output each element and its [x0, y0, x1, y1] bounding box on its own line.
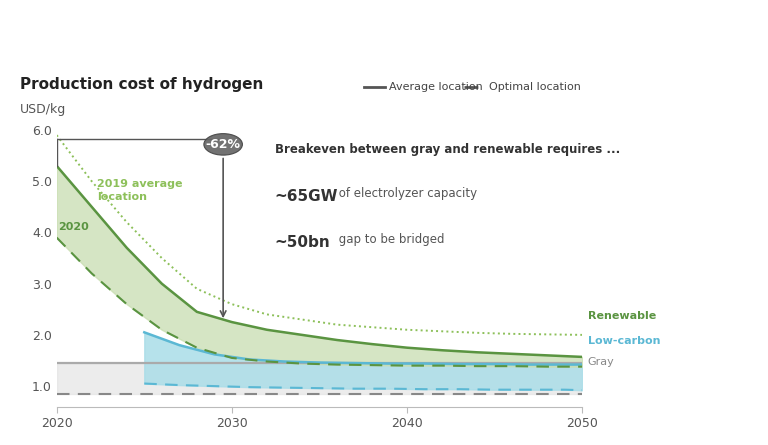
Text: gap to be bridged: gap to be bridged	[336, 233, 445, 246]
Text: USD/kg: USD/kg	[20, 103, 66, 116]
Text: ~65GW: ~65GW	[275, 189, 339, 204]
Text: Breakeven between gray and renewable requires ...: Breakeven between gray and renewable req…	[275, 143, 620, 156]
Text: Optimal location: Optimal location	[488, 82, 581, 92]
Text: Low-carbon: Low-carbon	[588, 336, 660, 346]
Text: -62%: -62%	[206, 138, 240, 151]
Text: Average location: Average location	[389, 82, 482, 92]
Text: of electrolyzer capacity: of electrolyzer capacity	[336, 187, 478, 200]
Ellipse shape	[204, 134, 243, 155]
Text: Gray: Gray	[588, 357, 614, 367]
Text: Production cost of hydrogen: Production cost of hydrogen	[20, 77, 263, 92]
Text: 2019 average
location: 2019 average location	[97, 179, 183, 202]
Text: 2020: 2020	[58, 222, 89, 232]
Text: Renewable: Renewable	[588, 311, 656, 321]
Bar	[57, 363, 582, 394]
Text: ~50bn: ~50bn	[275, 235, 330, 250]
